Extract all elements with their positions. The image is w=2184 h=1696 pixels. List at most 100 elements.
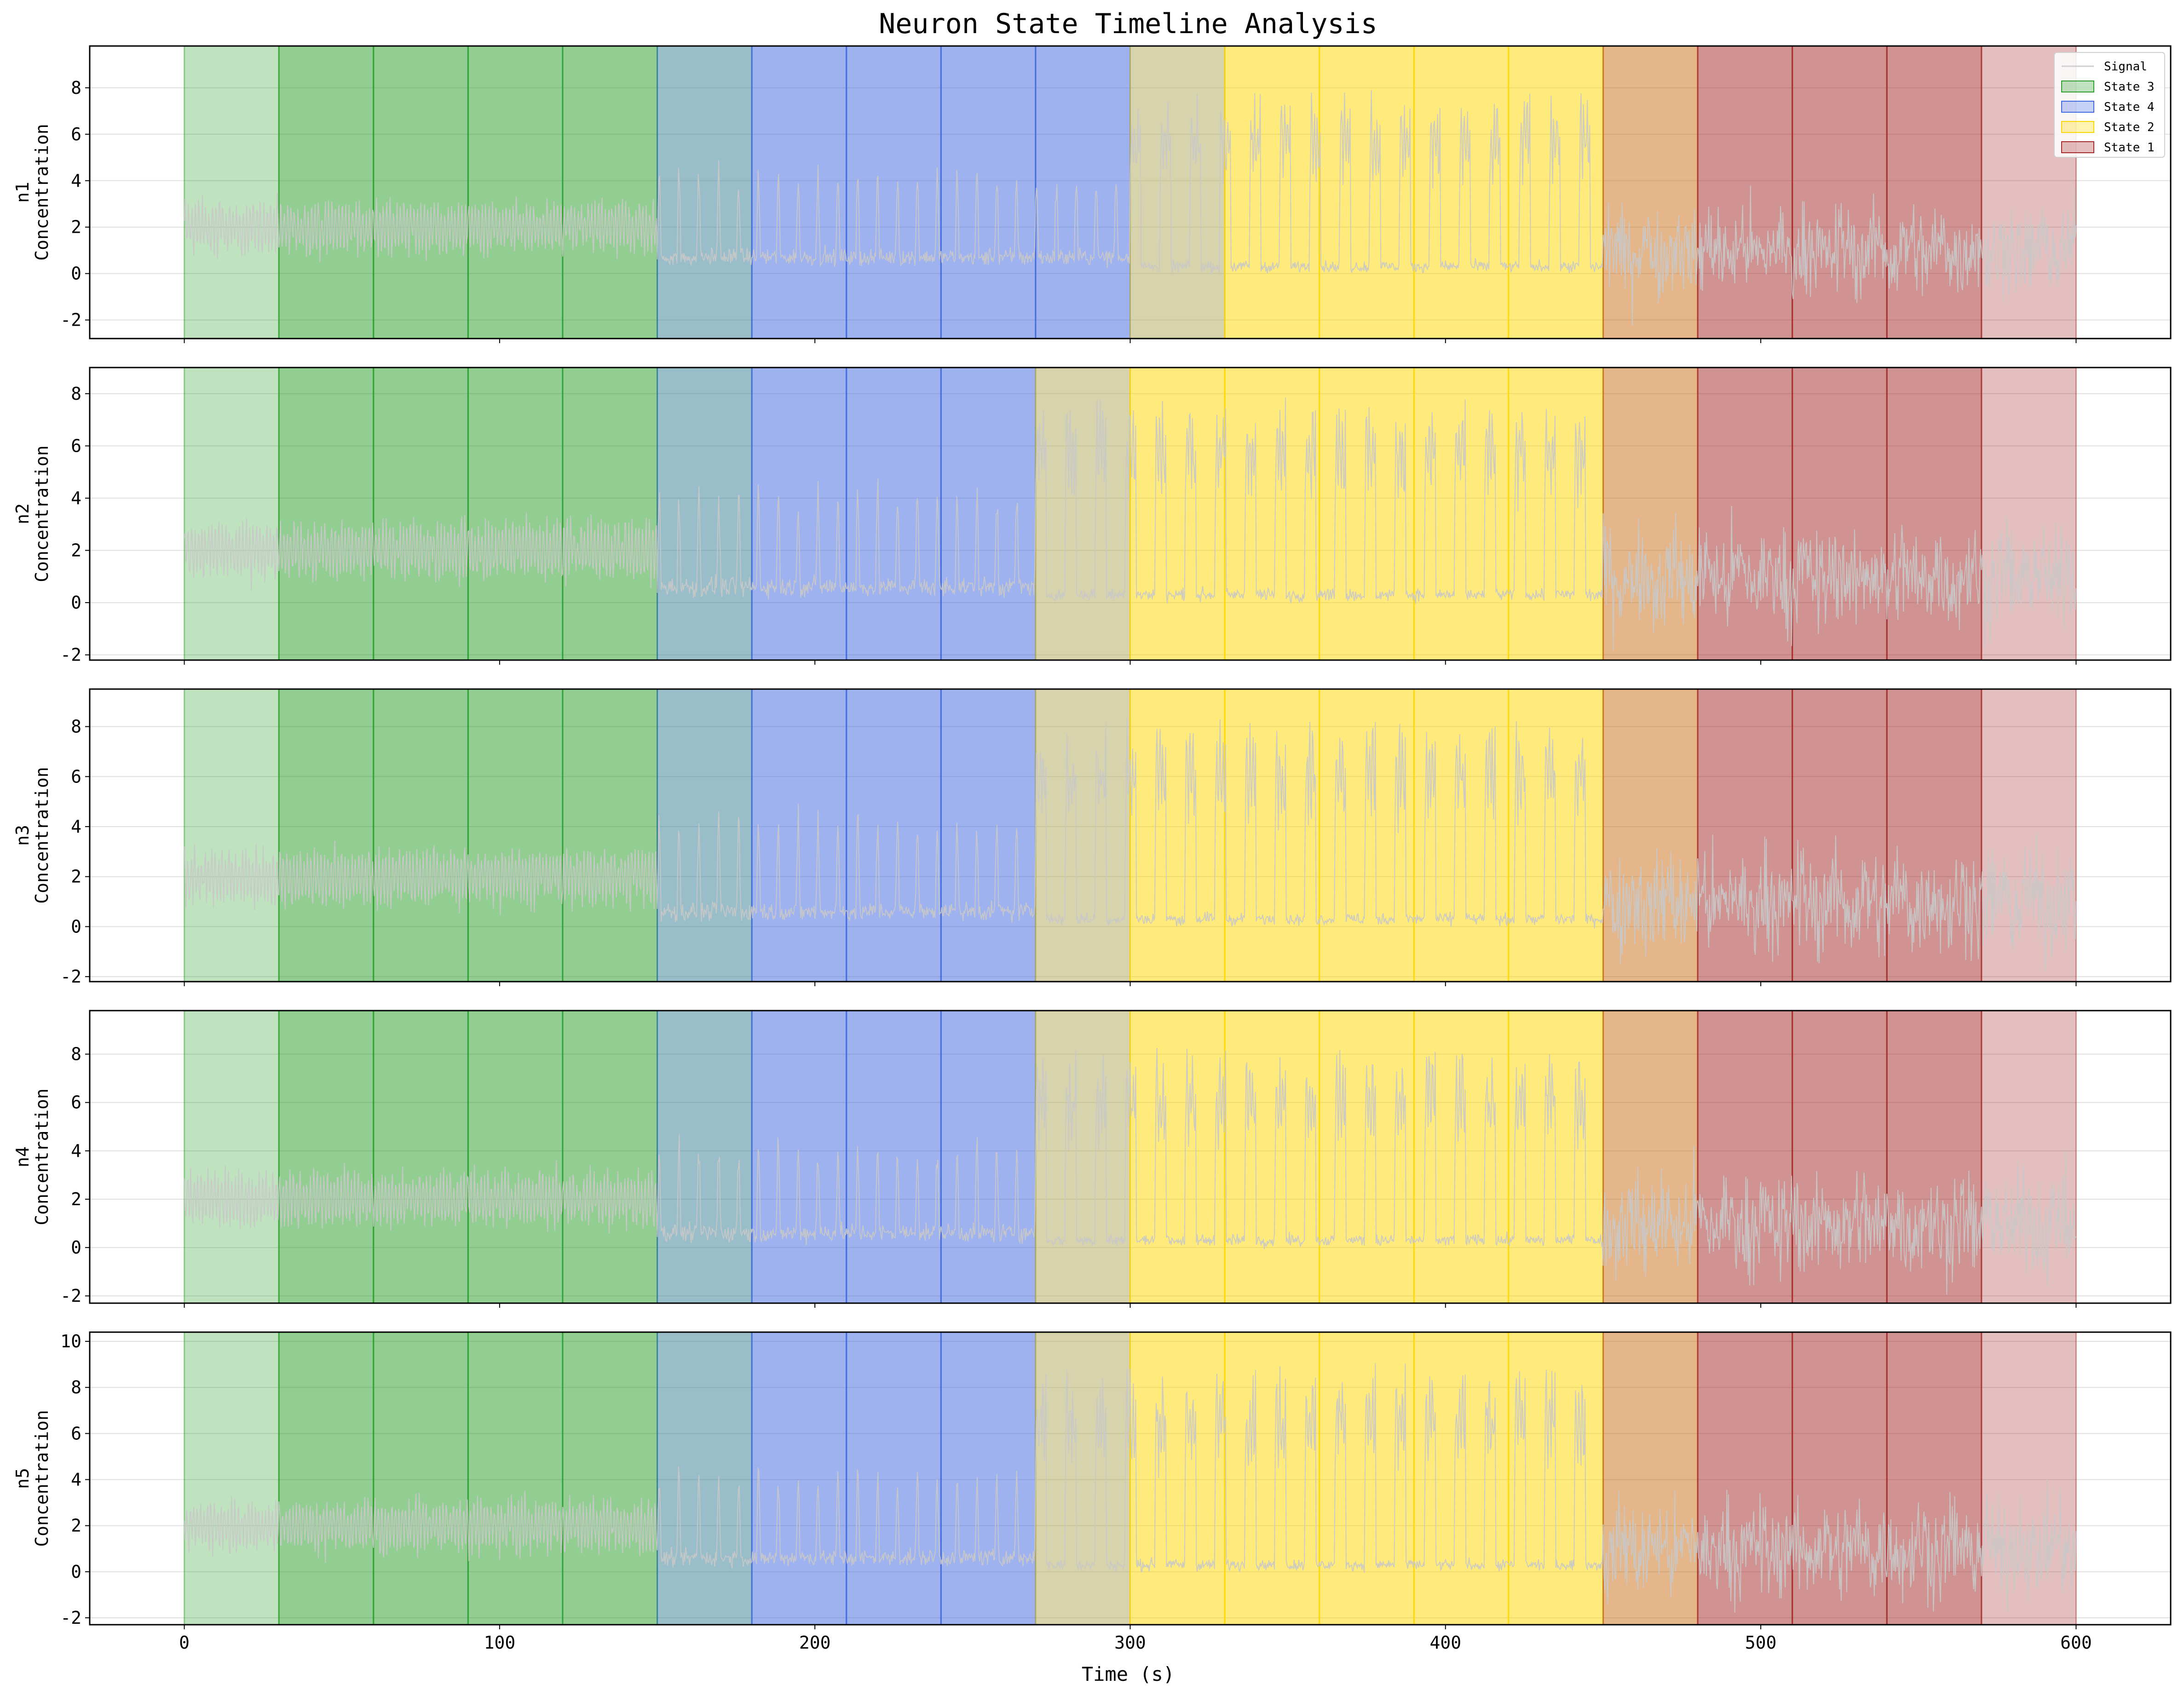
x-tick-label: 100 <box>484 1633 516 1653</box>
state-region <box>1413 1332 1510 1625</box>
state-region <box>657 689 753 982</box>
state-region <box>1224 46 1320 339</box>
x-tick-label: 0 <box>179 1633 190 1653</box>
state-region <box>1224 1011 1320 1303</box>
state-shading <box>184 46 2077 339</box>
state-region <box>751 1332 847 1625</box>
state-region <box>1035 1011 1131 1303</box>
state-region <box>278 1011 375 1303</box>
state-region <box>1319 46 1415 339</box>
y-tick-label: 0 <box>71 592 81 613</box>
state-region <box>373 689 469 982</box>
legend: Signal State 3 State 4 State 2 State 1 <box>2054 52 2165 158</box>
state-region <box>1602 1011 1699 1303</box>
y-tick-label: -2 <box>60 645 81 665</box>
signal-line <box>184 90 2077 326</box>
state-region <box>1413 689 1510 982</box>
state-region <box>278 46 375 339</box>
state-region <box>1697 46 1793 339</box>
y-tick-label: 2 <box>71 867 81 887</box>
state-region <box>1697 46 1793 339</box>
y-tick-label: 10 <box>60 1331 81 1351</box>
x-tick-label: 400 <box>1429 1633 1461 1653</box>
state-region <box>1224 1011 1320 1303</box>
y-tick-label: 8 <box>71 1044 81 1064</box>
state-region <box>467 1011 564 1303</box>
state-region <box>657 689 753 982</box>
state-region <box>1129 1332 1226 1625</box>
state-region <box>278 46 375 339</box>
x-tick-label: 200 <box>799 1633 831 1653</box>
state-region <box>1129 1011 1226 1303</box>
y-axis-label: Concentration <box>32 445 52 582</box>
signal-line <box>184 1048 2077 1295</box>
state-region <box>562 368 658 660</box>
y-tick-label: 2 <box>71 1516 81 1536</box>
y-axis-label: n1 <box>12 182 33 203</box>
state-shading <box>184 689 2077 982</box>
state-region <box>657 1011 753 1303</box>
state-region <box>467 1332 564 1625</box>
state-region <box>1886 689 1982 982</box>
state-region <box>1981 1011 2077 1303</box>
state-region <box>1319 1011 1415 1303</box>
state-region <box>562 689 658 982</box>
state-region <box>846 1011 942 1303</box>
y-tick-label: 4 <box>71 816 81 837</box>
state-region <box>278 689 375 982</box>
state-region <box>184 368 280 660</box>
y-axis-label: n3 <box>12 825 33 846</box>
state-region <box>1602 46 1699 339</box>
state-region <box>1602 1011 1699 1303</box>
state-region <box>373 46 469 339</box>
state-region <box>278 1011 375 1303</box>
state-region <box>1508 46 1604 339</box>
y-tick-label: 6 <box>71 1423 81 1443</box>
state-region <box>562 46 658 339</box>
y-tick-label: 2 <box>71 217 81 237</box>
state-region <box>278 689 375 982</box>
state-region <box>1886 1011 1982 1303</box>
state-region <box>846 368 942 660</box>
state-region <box>1413 368 1510 660</box>
state-region <box>1129 689 1226 982</box>
y-tick-label: -2 <box>60 966 81 987</box>
state-region <box>1035 46 1131 339</box>
state-region <box>940 689 1037 982</box>
state-region <box>1508 689 1604 982</box>
state-region <box>940 1011 1037 1303</box>
state-region <box>657 368 753 660</box>
state-region <box>562 1332 658 1625</box>
state-region <box>1508 689 1604 982</box>
state-region <box>1035 689 1131 982</box>
state-region <box>1792 689 1888 982</box>
state-region <box>1602 1332 1699 1625</box>
state-region <box>1602 46 1699 339</box>
state-region <box>1129 46 1226 339</box>
state-region <box>846 1332 942 1625</box>
state-region <box>751 1011 847 1303</box>
state-region <box>1981 368 2077 660</box>
state-region <box>657 1332 753 1625</box>
state-region <box>467 689 564 982</box>
state-region <box>1129 1332 1226 1625</box>
state-region <box>657 1332 753 1625</box>
state-region <box>1224 46 1320 339</box>
legend-patch-swatch <box>2061 141 2094 153</box>
state-region <box>1413 1011 1510 1303</box>
y-tick-label: -2 <box>60 1608 81 1628</box>
state-region <box>1697 689 1793 982</box>
state-shading <box>184 1011 2077 1303</box>
y-tick-label: -2 <box>60 310 81 330</box>
state-region <box>562 1332 658 1625</box>
state-region <box>1129 368 1226 660</box>
state-region <box>373 1332 469 1625</box>
signal-line <box>184 1363 2077 1613</box>
y-tick-label: 8 <box>71 717 81 737</box>
state-region <box>751 368 847 660</box>
